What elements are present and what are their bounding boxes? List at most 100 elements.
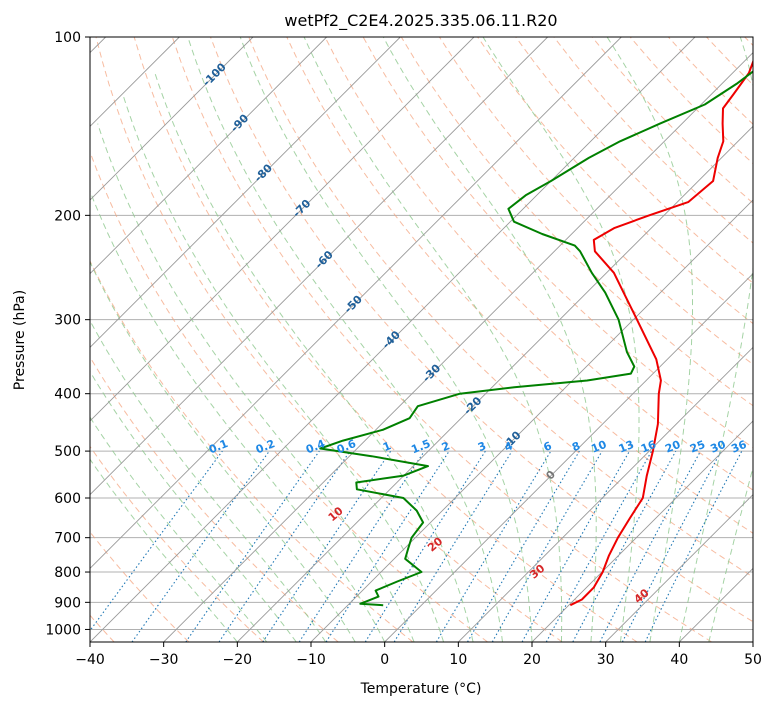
isotherm-line (237, 125, 753, 642)
mixing-ratio-line (298, 450, 425, 642)
moist-adiabat-line (482, 37, 640, 642)
isotherm-label: -40 (380, 328, 403, 351)
moist-adiabat-line (90, 370, 297, 642)
isotherm-line (531, 420, 753, 642)
isotherm-line (90, 37, 696, 642)
moist-adiabat-line (382, 37, 597, 642)
y-axis-ticks: 100 200 300 400 500 600 700 800 900 1000 (45, 30, 90, 638)
dry-adiabat-line (171, 37, 712, 642)
mixing-ratio-label: 2 (440, 439, 452, 454)
isotherm-line (384, 273, 753, 642)
pressure-gridlines (90, 37, 753, 630)
dry-adiabat-line (95, 37, 563, 642)
isotherm-label: -100 (200, 60, 229, 89)
dry-adiabat-line (744, 37, 753, 47)
moist-adiabat-line (187, 37, 503, 642)
x-tick-label: 10 (449, 652, 467, 668)
isotherm-label: -50 (342, 292, 365, 315)
isotherm-line (605, 494, 753, 642)
moist-adiabat-line (154, 72, 474, 642)
isotherm-line (90, 37, 401, 348)
moist-adiabat-line (90, 189, 386, 642)
dry-adiabat-line (668, 37, 753, 125)
dry-adiabat-line (706, 37, 753, 86)
moist-adiabats (90, 37, 753, 642)
dry-adiabat-line (90, 356, 339, 642)
mixing-ratio-label: 36 (729, 438, 748, 456)
y-tick-label: 900 (54, 595, 81, 611)
isotherm-label: -20 (461, 394, 484, 417)
moist-adiabat-line (90, 416, 268, 642)
isotherm-line (90, 37, 548, 496)
dry-adiabat-line (90, 445, 264, 642)
moist-adiabat-line (90, 260, 356, 642)
x-tick-label: −20 (223, 652, 253, 668)
isotherm-line (90, 37, 254, 201)
x-axis-ticks: −40 −30 −20 −10 0 10 20 30 40 50 (75, 642, 762, 668)
temperature-profile-line (569, 59, 753, 607)
isotherm-line (310, 199, 753, 642)
moist-adiabat-line (239, 37, 533, 642)
dry-adiabat-line (515, 37, 753, 284)
mixing-ratio-label: 30 (709, 438, 728, 456)
dry-adiabat-line (90, 531, 190, 642)
y-tick-label: 400 (54, 387, 81, 403)
isotherms (90, 37, 753, 642)
mixing-ratio-line (644, 450, 743, 642)
sounding-series (319, 59, 753, 607)
mixing-ratio-line (364, 450, 486, 642)
y-tick-label: 1000 (45, 622, 81, 638)
isotherm-line (90, 37, 475, 422)
y-tick-label: 100 (54, 30, 81, 46)
moist-adiabat-line (90, 319, 327, 642)
moist-adiabat-line (708, 465, 753, 642)
isotherm-line (90, 37, 622, 569)
y-tick-label: 700 (54, 531, 81, 547)
mixing-ratio-line (90, 450, 223, 632)
dry-adiabat-line (553, 37, 753, 244)
dry-adiabats (90, 37, 753, 642)
isotherm-line (90, 37, 327, 275)
mixing-ratio-label: 10 (589, 438, 608, 456)
x-tick-label: −30 (149, 652, 179, 668)
dry-adiabat-line (210, 37, 753, 623)
moist-adiabat-line (303, 37, 563, 642)
mixing-ratio-line (218, 450, 351, 642)
plot-area: -100-90-80-70-60-50-40-30-20-10010203040… (90, 37, 753, 642)
dewpoint-profile-line (319, 70, 753, 607)
mixing-ratio-line (599, 450, 701, 642)
dry-adiabat-line (324, 37, 753, 491)
isotherm-label: -70 (290, 197, 313, 220)
dry-adiabat-line (286, 37, 753, 534)
moist-adiabat-line (678, 37, 753, 642)
dry-adiabat-line (90, 150, 488, 642)
mixing-ratio-line (393, 450, 513, 642)
plot-frame (89, 36, 754, 643)
moist-adiabat-line (122, 94, 445, 642)
dry-adiabat-line (248, 37, 753, 578)
mixing-ratio-label: 1 (381, 439, 393, 454)
moist-adiabat-line (606, 37, 693, 642)
isotherm-line (163, 52, 753, 642)
y-axis-label: Pressure (hPa) (12, 290, 28, 390)
mixing-ratio-label: 25 (688, 438, 707, 456)
mixing-ratio-line (572, 450, 677, 642)
mixing-ratio-line (262, 450, 392, 642)
mixing-ratio-label: 0.1 (207, 437, 230, 456)
dry-adiabat-label: 30 (527, 562, 547, 582)
mixing-ratio-label: 0.2 (254, 437, 277, 456)
dry-adiabat-label: 40 (632, 586, 652, 606)
y-tick-label: 600 (54, 491, 81, 507)
mixing-ratio-label: 20 (663, 438, 682, 456)
mixing-ratio-lines (90, 450, 743, 642)
isotherm-line (752, 641, 753, 642)
y-tick-label: 800 (54, 565, 81, 581)
x-tick-label: 30 (597, 652, 615, 668)
isotherm-label: -90 (228, 111, 251, 134)
x-tick-label: −10 (296, 652, 326, 668)
x-tick-label: 50 (744, 652, 762, 668)
x-tick-label: 20 (523, 652, 541, 668)
mixing-ratio-label: 16 (639, 438, 658, 456)
dry-adiabat-line (90, 259, 414, 642)
